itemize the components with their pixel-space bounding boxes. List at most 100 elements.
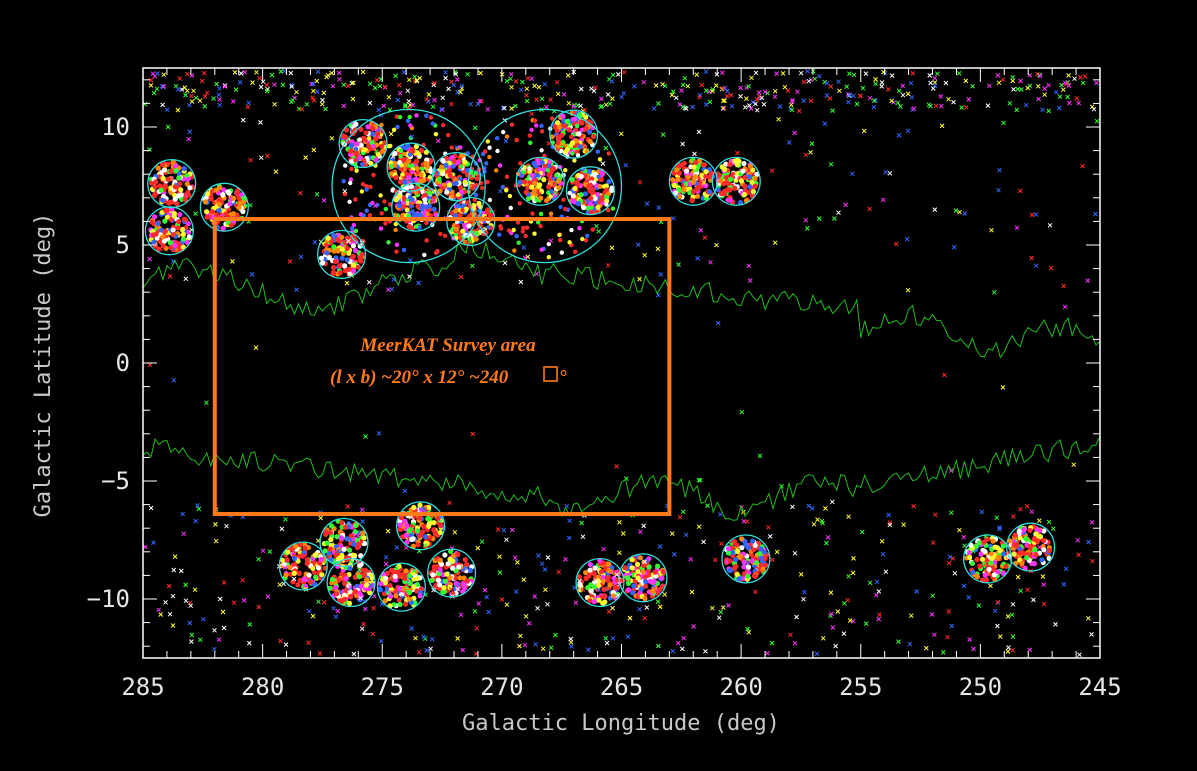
background-point [529, 76, 535, 82]
background-point [699, 82, 705, 88]
background-point [832, 216, 837, 221]
field-point [749, 558, 755, 564]
background-point [655, 292, 661, 298]
background-point [428, 517, 434, 522]
background-point [956, 70, 962, 76]
field-point [349, 158, 355, 165]
background-point [1080, 163, 1085, 169]
field-point [208, 196, 214, 202]
background-point [548, 645, 554, 651]
background-point [465, 71, 470, 77]
field-point [182, 197, 188, 203]
field-point [575, 123, 580, 129]
field-point [348, 142, 355, 148]
background-point [315, 69, 321, 75]
background-point [714, 242, 719, 248]
background-point [1082, 74, 1088, 79]
field-point [360, 182, 366, 187]
background-point [323, 106, 328, 112]
field-point [732, 158, 738, 164]
background-point [1014, 225, 1020, 231]
field-point [615, 584, 621, 590]
field-point [589, 190, 595, 196]
field-point [637, 555, 644, 561]
background-point [656, 643, 661, 649]
field-point [424, 113, 429, 119]
y-tick-label: 10 [101, 113, 130, 141]
background-point [596, 587, 601, 592]
field-point [1032, 547, 1038, 553]
field-point [179, 227, 185, 233]
background-point [372, 85, 378, 91]
background-point [197, 637, 203, 643]
field-point [455, 551, 461, 558]
background-point [966, 97, 972, 102]
field-point [528, 140, 533, 145]
background-point [836, 79, 841, 85]
background-point [635, 242, 641, 247]
background-point [1066, 73, 1071, 78]
background-point [938, 94, 944, 99]
field-point [460, 228, 466, 234]
background-point [692, 151, 697, 157]
background-point [885, 87, 891, 92]
field-point [447, 170, 452, 175]
background-point [306, 640, 311, 645]
field-point [752, 175, 758, 182]
background-point [455, 586, 460, 592]
field-point [369, 140, 375, 146]
field-point [355, 264, 361, 270]
background-point [769, 640, 775, 646]
field-point [365, 124, 371, 130]
field-point [398, 154, 403, 159]
field-point [651, 578, 657, 585]
background-point [439, 106, 444, 112]
field-point [373, 157, 379, 163]
background-point [177, 76, 183, 81]
background-point [429, 636, 435, 642]
background-point [604, 640, 610, 646]
background-point [524, 86, 530, 92]
background-point [803, 152, 809, 158]
background-point [161, 72, 167, 78]
background-point [365, 159, 371, 164]
background-point [250, 80, 255, 85]
background-point [240, 117, 246, 123]
field-circle [618, 553, 668, 603]
field-point [393, 175, 399, 181]
field-point [358, 142, 364, 148]
field-point [342, 580, 348, 587]
background-point [402, 488, 408, 494]
field-point [750, 538, 756, 544]
background-point [320, 97, 325, 103]
background-point [817, 73, 822, 79]
field-point [1023, 536, 1029, 542]
field-point [737, 553, 744, 559]
field-point [413, 176, 419, 182]
field-point [573, 249, 578, 254]
field-point [514, 234, 519, 239]
background-point [309, 81, 314, 87]
field-point [741, 191, 748, 198]
background-point [845, 99, 851, 105]
field-point [758, 555, 764, 561]
field-point [451, 158, 457, 164]
field-point [1041, 537, 1047, 544]
background-point [705, 503, 710, 508]
field-point [984, 577, 990, 583]
field-point [581, 205, 587, 211]
field-point [591, 584, 597, 590]
x-tick-label: 285 [121, 673, 164, 701]
background-point [896, 133, 902, 138]
field-point [556, 136, 562, 142]
field-point [213, 187, 219, 193]
field-point [394, 249, 399, 254]
field-point [391, 569, 397, 575]
field-point [366, 143, 372, 149]
x-tick-labels: 285 280 275 270 265 260 255 250 245 [121, 673, 1121, 701]
field-point [578, 173, 584, 180]
field-point [373, 136, 379, 142]
background-point [930, 593, 936, 599]
field-point [153, 231, 159, 237]
field-circle [446, 196, 496, 246]
